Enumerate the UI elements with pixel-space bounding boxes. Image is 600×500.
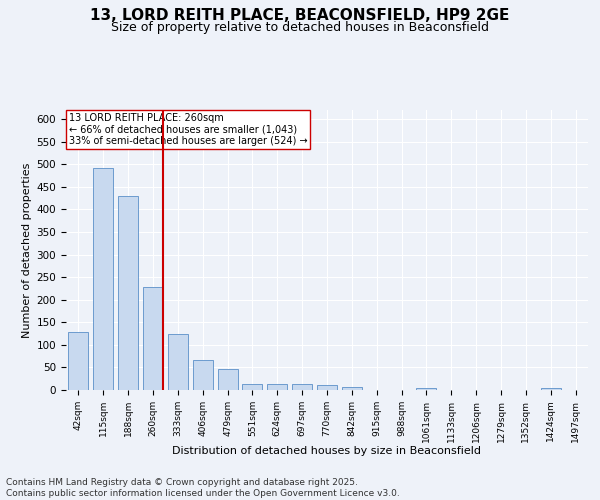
Bar: [68, 332, 88, 390]
Bar: [416, 388, 436, 390]
Text: Contains HM Land Registry data © Crown copyright and database right 2025.
Contai: Contains HM Land Registry data © Crown c…: [6, 478, 400, 498]
Bar: [168, 334, 188, 390]
Bar: [193, 360, 212, 390]
Bar: [242, 384, 262, 390]
Bar: [342, 387, 362, 390]
Bar: [118, 196, 138, 390]
Bar: [292, 384, 312, 390]
X-axis label: Distribution of detached houses by size in Beaconsfield: Distribution of detached houses by size …: [173, 446, 482, 456]
Bar: [268, 384, 287, 390]
Bar: [143, 287, 163, 390]
Text: 13 LORD REITH PLACE: 260sqm
← 66% of detached houses are smaller (1,043)
33% of : 13 LORD REITH PLACE: 260sqm ← 66% of det…: [68, 113, 307, 146]
Text: Size of property relative to detached houses in Beaconsfield: Size of property relative to detached ho…: [111, 21, 489, 34]
Bar: [94, 168, 113, 390]
Text: 13, LORD REITH PLACE, BEACONSFIELD, HP9 2GE: 13, LORD REITH PLACE, BEACONSFIELD, HP9 …: [91, 8, 509, 22]
Bar: [317, 386, 337, 390]
Bar: [218, 369, 238, 390]
Y-axis label: Number of detached properties: Number of detached properties: [22, 162, 32, 338]
Bar: [541, 388, 560, 390]
